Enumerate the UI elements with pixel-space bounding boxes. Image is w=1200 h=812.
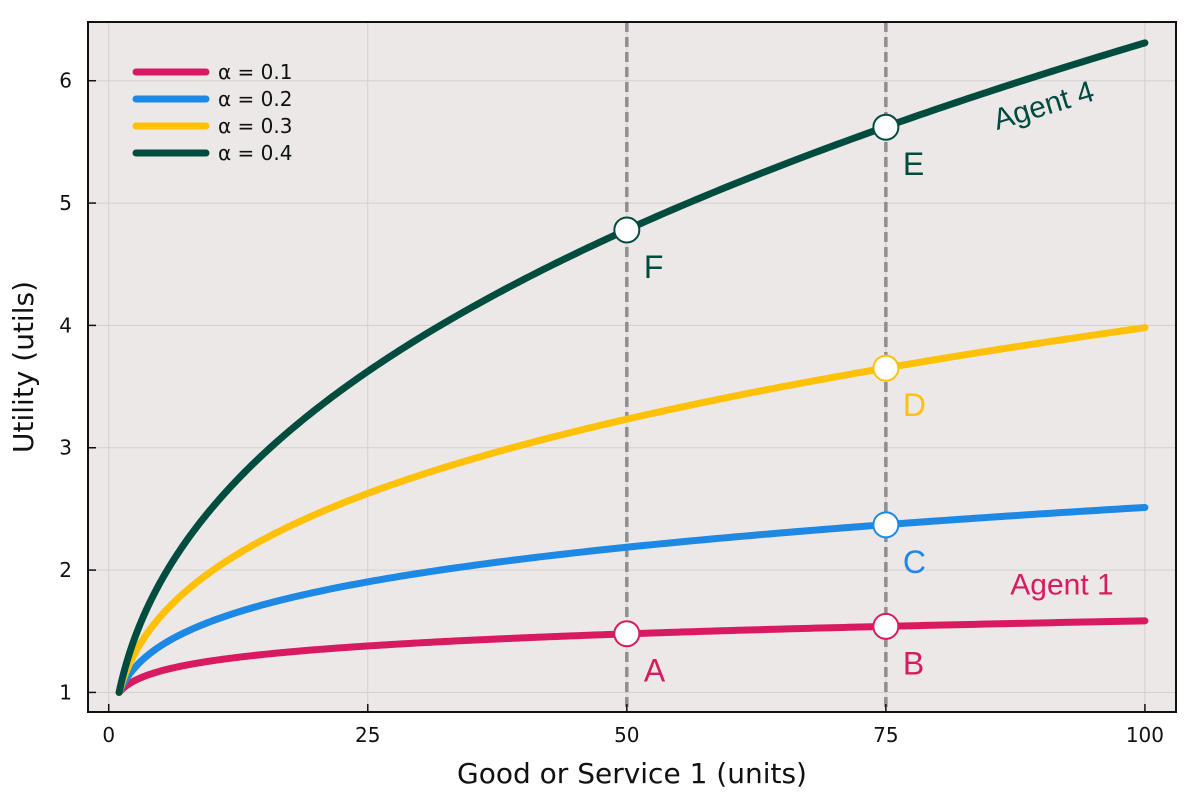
point-label-B: B xyxy=(903,645,924,681)
point-D xyxy=(872,354,900,382)
x-tick-label-25: 25 xyxy=(355,723,380,747)
curve-0.2 xyxy=(115,503,1149,696)
point-label-D: D xyxy=(903,387,926,423)
agent-annotation-1: Agent 1 xyxy=(1010,569,1113,602)
x-axis-title: Good or Service 1 (units) xyxy=(457,757,807,790)
y-tick-label-4: 4 xyxy=(59,313,72,337)
point-label-F: F xyxy=(644,249,664,285)
point-label-E: E xyxy=(903,146,924,182)
y-axis-title: Utility (utils) xyxy=(7,281,40,453)
marked-points: A B C D E F xyxy=(613,113,926,689)
legend-label-1: α = 0.1 xyxy=(218,60,292,84)
plot-background xyxy=(88,22,1176,712)
axis-ticks: 0 25 50 75 100 1 2 3 4 5 6 xyxy=(59,69,1164,747)
x-tick-label-0: 0 xyxy=(102,723,115,747)
legend-label-2: α = 0.2 xyxy=(218,87,292,111)
point-B xyxy=(872,612,900,640)
plot-frame xyxy=(87,21,1177,713)
point-E xyxy=(872,113,900,141)
x-tick-label-100: 100 xyxy=(1126,723,1164,747)
y-tick-label-1: 1 xyxy=(59,680,72,704)
y-tick-label-5: 5 xyxy=(59,191,72,215)
curve-0.4 xyxy=(115,39,1149,696)
y-tick-label-3: 3 xyxy=(59,436,72,460)
legend: α = 0.1 α = 0.2 α = 0.3 α = 0.4 xyxy=(132,60,292,165)
legend-label-3: α = 0.3 xyxy=(218,114,292,138)
point-A xyxy=(613,620,641,648)
x-tick-label-50: 50 xyxy=(614,723,639,747)
point-label-C: C xyxy=(903,544,926,580)
y-tick-label-2: 2 xyxy=(59,558,72,582)
curve-0.1 xyxy=(115,617,1149,696)
point-C xyxy=(872,511,900,539)
utility-curves xyxy=(115,39,1149,696)
y-tick-label-6: 6 xyxy=(59,69,72,93)
point-label-A: A xyxy=(644,653,666,689)
point-F xyxy=(613,216,641,244)
curve-0.3 xyxy=(115,324,1149,696)
legend-label-4: α = 0.4 xyxy=(218,141,292,165)
x-tick-label-75: 75 xyxy=(873,723,898,747)
